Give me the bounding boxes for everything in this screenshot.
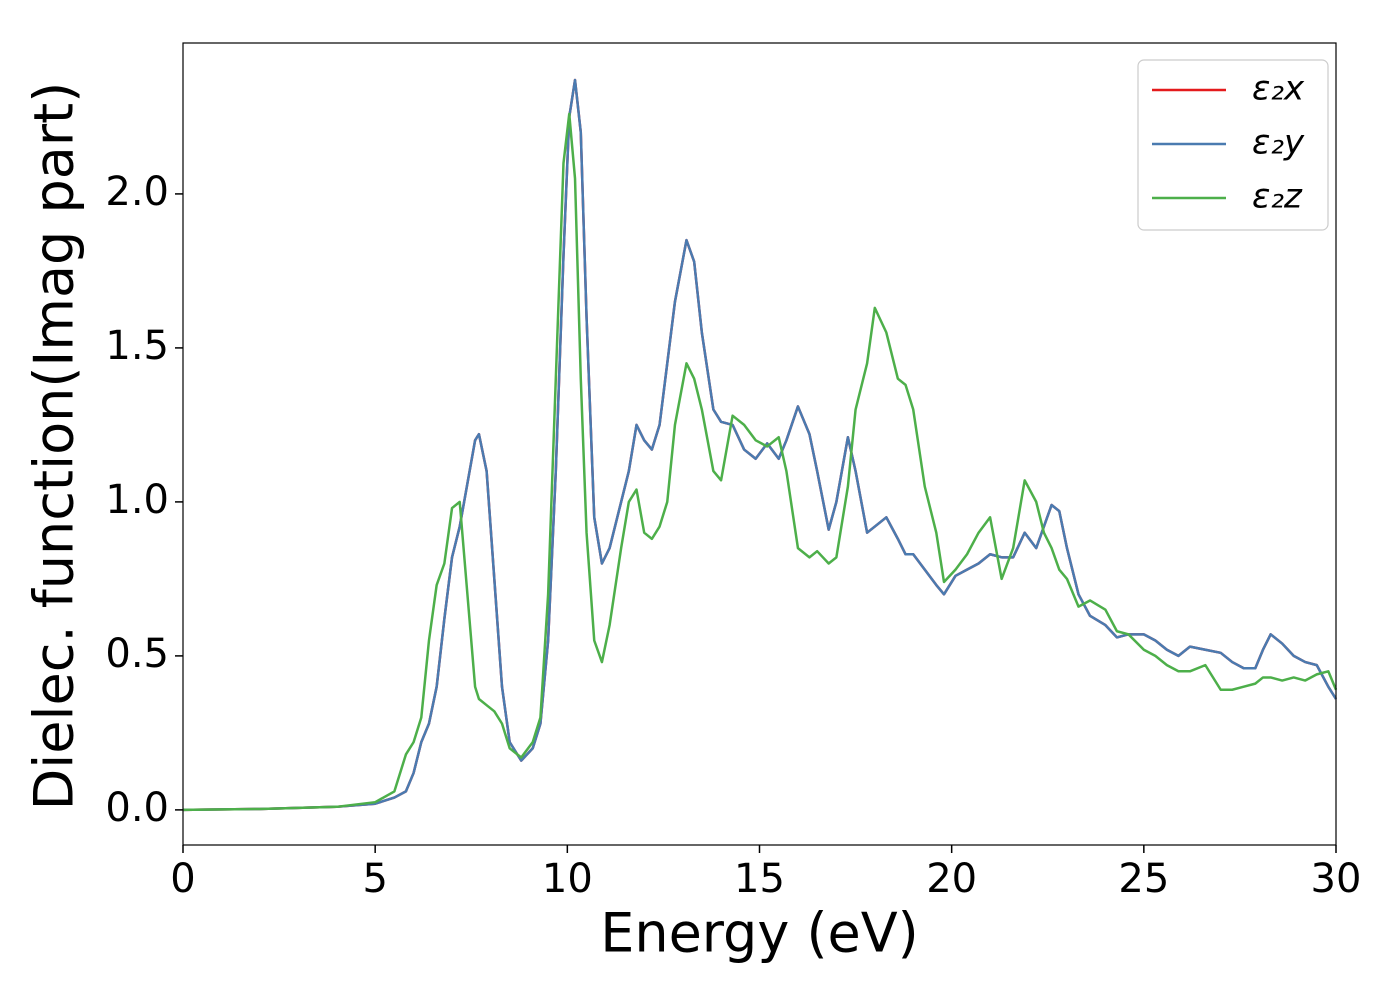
x-tick-label: 15 xyxy=(734,856,785,902)
x-tick-label: 20 xyxy=(926,856,977,902)
x-tick-label: 10 xyxy=(542,856,593,902)
x-tick-label: 5 xyxy=(362,856,387,902)
y-tick-label: 2.0 xyxy=(105,169,169,215)
legend-label: ε₂x xyxy=(1252,69,1305,109)
data-line xyxy=(182,78,1338,812)
x-tick-label: 0 xyxy=(170,856,195,902)
y-tick-label: 1.0 xyxy=(105,477,169,523)
y-tick-label: 0.0 xyxy=(105,785,169,831)
y-axis-label: Dielec. function(Imag part) xyxy=(23,82,86,811)
y-tick-label: 0.5 xyxy=(105,631,169,677)
legend-label: ε₂z xyxy=(1252,177,1303,217)
plot-frame xyxy=(182,42,1337,846)
x-tick-label: 25 xyxy=(1118,856,1169,902)
legend-label: ε₂y xyxy=(1252,123,1305,163)
legend-box xyxy=(1137,59,1329,231)
data-line xyxy=(182,112,1338,812)
x-tick-label: 30 xyxy=(1311,856,1362,902)
x-axis-label: Energy (eV) xyxy=(600,902,919,965)
y-tick-label: 1.5 xyxy=(105,323,169,369)
